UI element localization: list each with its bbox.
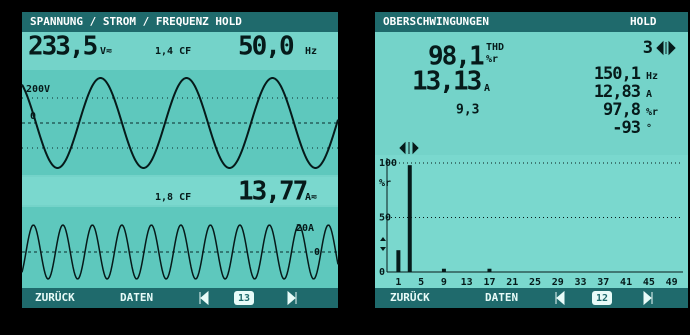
x-tick-label: 41	[620, 277, 632, 288]
harmonic-number: 3	[643, 38, 653, 58]
x-tick-label: 9	[441, 277, 447, 288]
scale-label: 20A	[296, 223, 314, 234]
frequency: 50,0	[238, 32, 294, 62]
thd-label: THD	[486, 42, 504, 53]
x-tick-label: 37	[597, 277, 609, 288]
zero-label: 0	[30, 111, 36, 122]
header: SPANNUNG / STROM / FREQUENZ HOLD	[30, 15, 242, 28]
bar	[442, 269, 446, 272]
phase: -93	[612, 118, 640, 138]
y-unit: %r	[379, 178, 391, 189]
back-button[interactable]: ZURÜCK	[390, 290, 430, 304]
current: 13,13	[412, 67, 481, 97]
crest-factor: 1,4 CF	[155, 46, 191, 57]
x-tick-label: 33	[575, 277, 587, 288]
zero-label: 0	[314, 247, 320, 258]
bar	[408, 165, 412, 272]
current: 13,77	[238, 177, 307, 207]
x-tick-label: 1	[395, 277, 401, 288]
unit: Hz	[646, 71, 658, 82]
back-button[interactable]: ZURÜCK	[35, 290, 75, 304]
x-tick-label: 29	[552, 277, 564, 288]
x-tick-label: 21	[506, 277, 518, 288]
harmonic-current: 12,83	[594, 82, 641, 102]
unit: %r	[646, 107, 658, 118]
page-number: 13	[238, 293, 250, 304]
unit: A	[484, 83, 490, 94]
hold: HOLD	[630, 15, 657, 28]
page: {"left": {"header": "SPANNUNG / STROM / …	[0, 0, 690, 331]
scale-label: 200V	[26, 84, 50, 95]
crest-factor: 1,8 CF	[155, 192, 191, 203]
unit: °	[646, 123, 652, 134]
data-button[interactable]: DATEN	[485, 291, 518, 304]
x-tick-label: 25	[529, 277, 541, 288]
unit: Hz	[305, 46, 317, 57]
x-tick-label: 5	[418, 277, 424, 288]
page-number: 12	[596, 293, 608, 304]
y-tick-label: 100	[379, 158, 397, 169]
bar	[487, 269, 491, 272]
harmonic-percent: 97,8	[603, 100, 641, 120]
voltage: 233,5	[28, 32, 97, 62]
unit: A	[646, 89, 652, 100]
data-button[interactable]: DATEN	[120, 291, 153, 304]
unit: A≂	[305, 192, 317, 203]
bar	[396, 250, 400, 272]
unit: V≂	[100, 46, 112, 57]
frequency: 150,1	[594, 64, 641, 84]
x-tick-label: 17	[483, 277, 495, 288]
header: OBERSCHWINGUNGEN	[383, 15, 489, 28]
unit: %r	[486, 54, 498, 65]
screens: SPANNUNG / STROM / FREQUENZ HOLD 233,5 V…	[0, 0, 690, 331]
crest-factor: 9,3	[456, 103, 479, 118]
x-tick-label: 13	[461, 277, 473, 288]
chart-area	[375, 155, 688, 288]
x-tick-label: 49	[666, 277, 678, 288]
y-tick-label: 0	[379, 267, 385, 278]
y-tick-label: 50	[379, 213, 391, 224]
x-tick-label: 45	[643, 277, 655, 288]
